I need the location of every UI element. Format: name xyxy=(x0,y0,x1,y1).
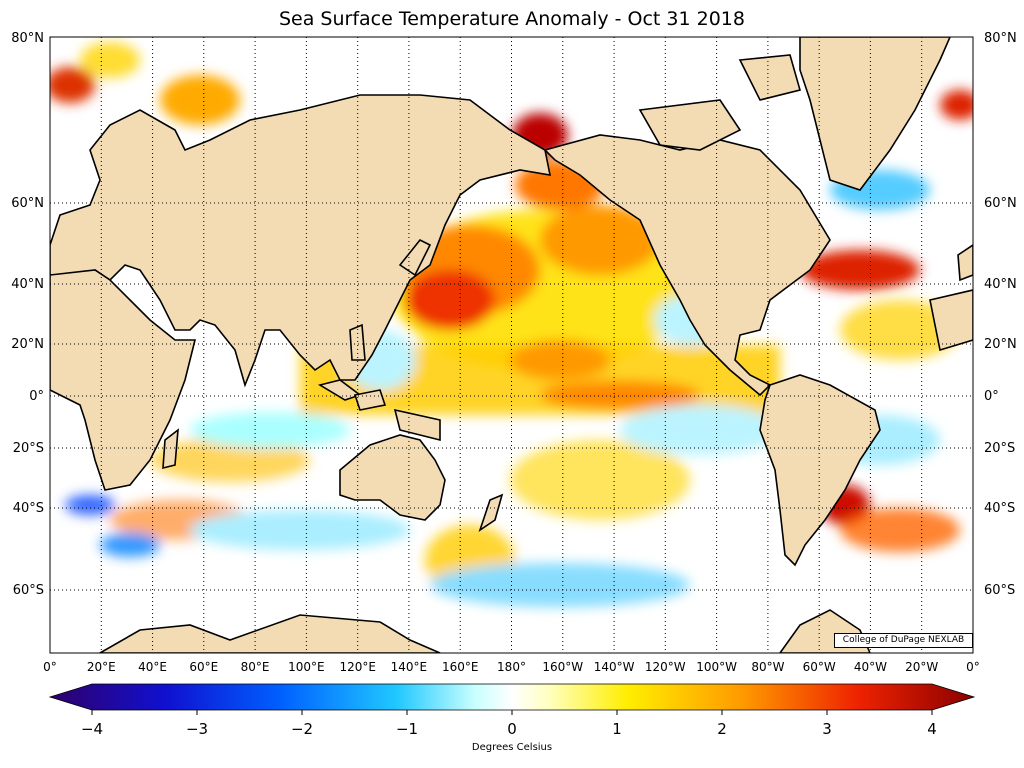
greenland xyxy=(799,37,951,191)
colorbar-tick: 2 xyxy=(717,720,727,738)
lon-label: 160°E xyxy=(441,660,479,674)
lon-label: 120°E xyxy=(339,660,376,674)
lat-label-right: 20°S xyxy=(984,441,1016,456)
lat-label-right: 60°S xyxy=(984,583,1016,598)
lon-label: 140°E xyxy=(390,660,428,674)
lon-label: 120°W xyxy=(644,660,686,674)
lon-label: 60°E xyxy=(189,660,219,674)
japan xyxy=(398,238,432,277)
lat-label-right: 0° xyxy=(984,389,999,404)
lat-label-left: 40°N xyxy=(11,277,44,292)
lat-label-right: 40°S xyxy=(984,501,1016,516)
lat-label-left: 40°S xyxy=(12,501,44,516)
lon-label: 140°W xyxy=(593,660,635,674)
colorbar-bar xyxy=(48,683,976,711)
colorbar-tick: −2 xyxy=(290,720,314,738)
colorbar-tick: −4 xyxy=(80,720,104,738)
graticule xyxy=(50,37,973,653)
colorbar-tick: −3 xyxy=(185,720,209,738)
colorbar-label: Degrees Celsius xyxy=(471,742,553,753)
australia xyxy=(339,434,446,521)
eurasia xyxy=(50,94,552,388)
madagascar xyxy=(162,428,179,470)
antarctica xyxy=(98,614,441,653)
lat-label-left: 60°N xyxy=(11,196,44,211)
credit-label: College of DuPage NEXLAB xyxy=(834,633,973,648)
lat-label-left: 0° xyxy=(29,389,44,404)
lon-label: 40°E xyxy=(138,660,168,674)
lon-label: 80°E xyxy=(240,660,270,674)
lat-label-right: 40°N xyxy=(984,277,1017,292)
lat-label-left: 20°S xyxy=(12,441,44,456)
lon-label: 180° xyxy=(497,660,526,674)
lon-label: 160°W xyxy=(542,660,584,674)
colorbar-tick: −1 xyxy=(395,720,419,738)
map-title: Sea Surface Temperature Anomaly - Oct 31… xyxy=(279,8,745,30)
lon-label: 0° xyxy=(43,660,57,674)
lon-label: 40°W xyxy=(853,660,887,674)
lat-label-right: 60°N xyxy=(984,196,1017,211)
new-zealand xyxy=(478,493,504,532)
lon-label: 0° xyxy=(966,660,980,674)
north-america xyxy=(543,134,831,397)
africa xyxy=(50,269,197,491)
lon-label: 100°W xyxy=(696,660,737,674)
colorbar xyxy=(48,683,976,715)
lon-label: 60°W xyxy=(802,660,836,674)
colorbar-tick: 1 xyxy=(612,720,622,738)
lon-label: 100°E xyxy=(288,660,325,674)
colorbar-tick: 0 xyxy=(507,720,517,738)
colorbar-tick: 4 xyxy=(927,720,937,738)
lat-label-left: 60°S xyxy=(12,583,44,598)
lat-label-left: 20°N xyxy=(11,337,44,352)
lat-label-left: 80°N xyxy=(11,31,44,46)
lon-label: 20°W xyxy=(905,660,939,674)
lat-label-right: 20°N xyxy=(984,337,1017,352)
lon-label: 20°E xyxy=(86,660,116,674)
lon-label: 80°W xyxy=(751,660,785,674)
map-frame xyxy=(49,36,974,654)
lat-label-right: 80°N xyxy=(984,31,1017,46)
colorbar-tick: 3 xyxy=(822,720,832,738)
land xyxy=(50,37,973,653)
